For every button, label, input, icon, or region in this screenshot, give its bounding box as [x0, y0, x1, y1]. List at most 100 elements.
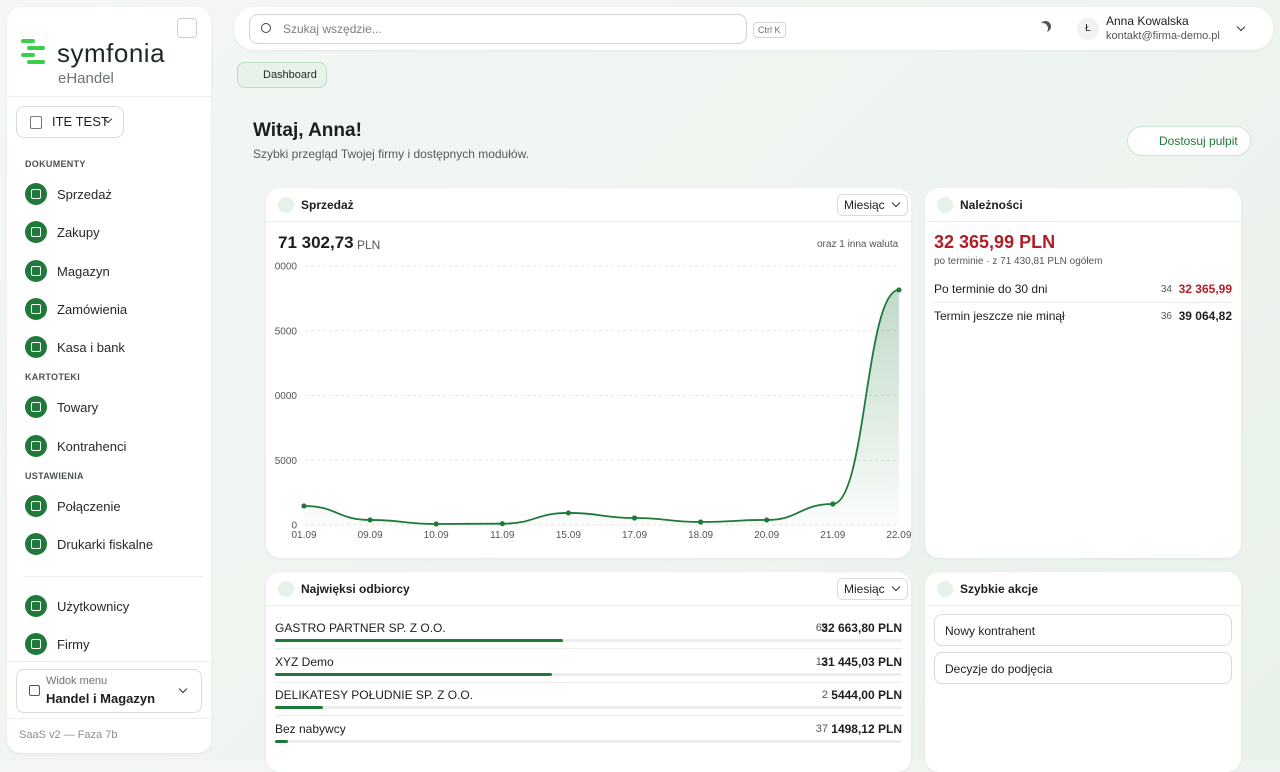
- quick-action-button[interactable]: Nowy kontrahent: [934, 614, 1232, 646]
- quick-action-button[interactable]: Decyzje do podjęcia: [934, 652, 1232, 684]
- card-title: Najwięksi odbiorcy: [301, 582, 410, 596]
- x-tick-label: 15.09: [556, 530, 581, 541]
- receivables-amount: 32 365,99 PLN: [934, 232, 1056, 252]
- logo-icon: [21, 39, 45, 64]
- nav-icon: [25, 336, 47, 359]
- menu-view-value: Handel i Magazyn: [46, 691, 156, 706]
- nav-item[interactable]: Zamówienia: [15, 295, 203, 323]
- period-select[interactable]: Miesiąc: [837, 578, 908, 600]
- nav-item[interactable]: Użytkownicy: [15, 592, 203, 620]
- nav-icon: [25, 532, 47, 555]
- card-icon: [937, 581, 953, 597]
- customer-bar: [275, 672, 553, 676]
- section-title: DOKUMENTY: [25, 159, 86, 169]
- nav-label: Magazyn: [57, 263, 110, 279]
- sales-chart: 0 5000 10000 15000 20000 01.09 09.09 10.09 11.09…: [275, 262, 911, 542]
- company-name: ITE TEST: [52, 114, 109, 129]
- menu-view-select[interactable]: Widok menu Handel i Magazyn: [16, 669, 202, 713]
- nav-item[interactable]: Magazyn: [15, 257, 203, 285]
- quick-action-label: Nowy kontrahent: [945, 624, 1036, 638]
- bar-track: [275, 739, 902, 743]
- hline: [925, 605, 1241, 606]
- chevron: [178, 684, 188, 694]
- receivable-count: 36: [1160, 311, 1172, 322]
- customer-name: DELIKATESY POŁUDNIE SP. Z O.O.: [275, 688, 474, 703]
- x-tick-label: 11.09: [490, 530, 515, 541]
- customer-name: XYZ Demo: [275, 654, 334, 669]
- logo-stripe: [27, 60, 45, 64]
- customer-count: 2: [821, 689, 828, 702]
- menu-view-label: Widok menu: [46, 675, 108, 687]
- customer-bar: [275, 706, 324, 710]
- hline: [275, 648, 902, 649]
- nav-icon: [25, 632, 47, 655]
- page-title: Witaj, Anna!: [253, 120, 362, 141]
- y-tick-label: 15000: [275, 326, 297, 337]
- data-point: [565, 510, 571, 516]
- customer-amount: 32 663,80 PLN: [821, 621, 902, 635]
- nav-item[interactable]: Zakupy: [15, 218, 203, 246]
- sales-line: [303, 289, 900, 525]
- receivable-amount: 39 064,82: [1178, 309, 1232, 323]
- period-select[interactable]: Miesiąc: [837, 194, 908, 216]
- breadcrumb[interactable]: Dashboard: [237, 62, 327, 88]
- data-point: [764, 517, 770, 523]
- data-point: [698, 519, 704, 525]
- x-tick-label: 21.09: [820, 530, 845, 541]
- customer-amount: 31 445,03 PLN: [821, 654, 902, 669]
- search-box[interactable]: Szukaj wszędzie...: [249, 14, 747, 44]
- quick-action-label: Decyzje do podjęcia: [945, 662, 1053, 676]
- data-point: [631, 515, 638, 521]
- sales-total: 71 302,73: [278, 233, 354, 252]
- theme-toggle[interactable]: [1040, 21, 1051, 32]
- receivables-note: po terminie · z 71 430,81 PLN ogółem: [934, 256, 1103, 267]
- customer-amount: 1498,12 PLN: [831, 721, 902, 736]
- company-select[interactable]: ITE TEST: [16, 106, 124, 138]
- receivable-label: Po terminie do 30 dni: [934, 282, 1048, 296]
- customize-button[interactable]: Dostosuj pulpit: [1127, 126, 1251, 156]
- receivable-label: Termin jeszcze nie minął: [934, 309, 1065, 323]
- nav-label: Użytkownicy: [57, 598, 130, 614]
- sidebar-toggle[interactable]: [177, 18, 197, 38]
- quick-actions-card: Szybkie akcje Nowy kontrahent Decyzje do p…: [925, 572, 1241, 772]
- nav-label: Kasa i bank: [57, 340, 125, 356]
- data-point: [896, 287, 902, 293]
- nav-icon: [25, 594, 47, 617]
- x-tick-label: 17.09: [622, 530, 647, 541]
- nav-item[interactable]: Połączenie: [15, 492, 203, 520]
- nav-icon: [25, 221, 47, 244]
- nav-item[interactable]: Drukarki fiskalne: [15, 530, 203, 558]
- nav-icon: [25, 434, 47, 457]
- nav-item[interactable]: Firmy: [15, 630, 203, 658]
- shortcut: Ctrl K: [753, 22, 786, 38]
- logo-stripe: [21, 39, 35, 43]
- receivables-card: Należności 32 365,99 PLN po terminie · z 7…: [925, 188, 1241, 558]
- version: SaaS v2 — Faza 7b: [19, 729, 118, 741]
- customers-card: Najwięksi odbiorcy Miesiąc GASTRO PARTNER …: [266, 572, 911, 772]
- customer-count: 65: [815, 622, 828, 634]
- nav-icon: [25, 396, 47, 419]
- hline: [7, 96, 211, 97]
- data-point: [367, 517, 373, 523]
- nav-item[interactable]: Kasa i bank: [15, 333, 203, 361]
- line-area: [304, 289, 899, 525]
- separator: [23, 575, 203, 577]
- customer-count: 37: [815, 722, 828, 735]
- nav-item[interactable]: Towary: [15, 393, 203, 421]
- nav-item[interactable]: Kontrahenci: [15, 432, 203, 460]
- sales-card: Sprzedaż Miesiąc 71 302,73 PLN oraz 1 inna w…: [266, 188, 911, 558]
- logo: symfonia: [57, 38, 166, 68]
- nav-label: Zamówienia: [57, 301, 128, 317]
- y-tick-label: 20000: [275, 262, 297, 273]
- page-subtitle: Szybki przegląd Twojej firmy i dostępnyc…: [253, 147, 529, 161]
- topbar: Szukaj wszędzie... Ctrl K Ł Anna Kowalska ko…: [234, 7, 1273, 50]
- user-name[interactable]: Anna Kowalska: [1106, 14, 1189, 28]
- x-tick-label: 01.09: [291, 530, 316, 541]
- nav-label: Towary: [57, 400, 99, 416]
- nav-item[interactable]: Sprzedaż: [15, 180, 203, 208]
- y-tick-label: 10000: [275, 391, 297, 402]
- y-tick-label: 0: [291, 521, 297, 532]
- user-email: kontakt@firma-demo.pl: [1106, 30, 1220, 42]
- bar-track: [275, 672, 902, 676]
